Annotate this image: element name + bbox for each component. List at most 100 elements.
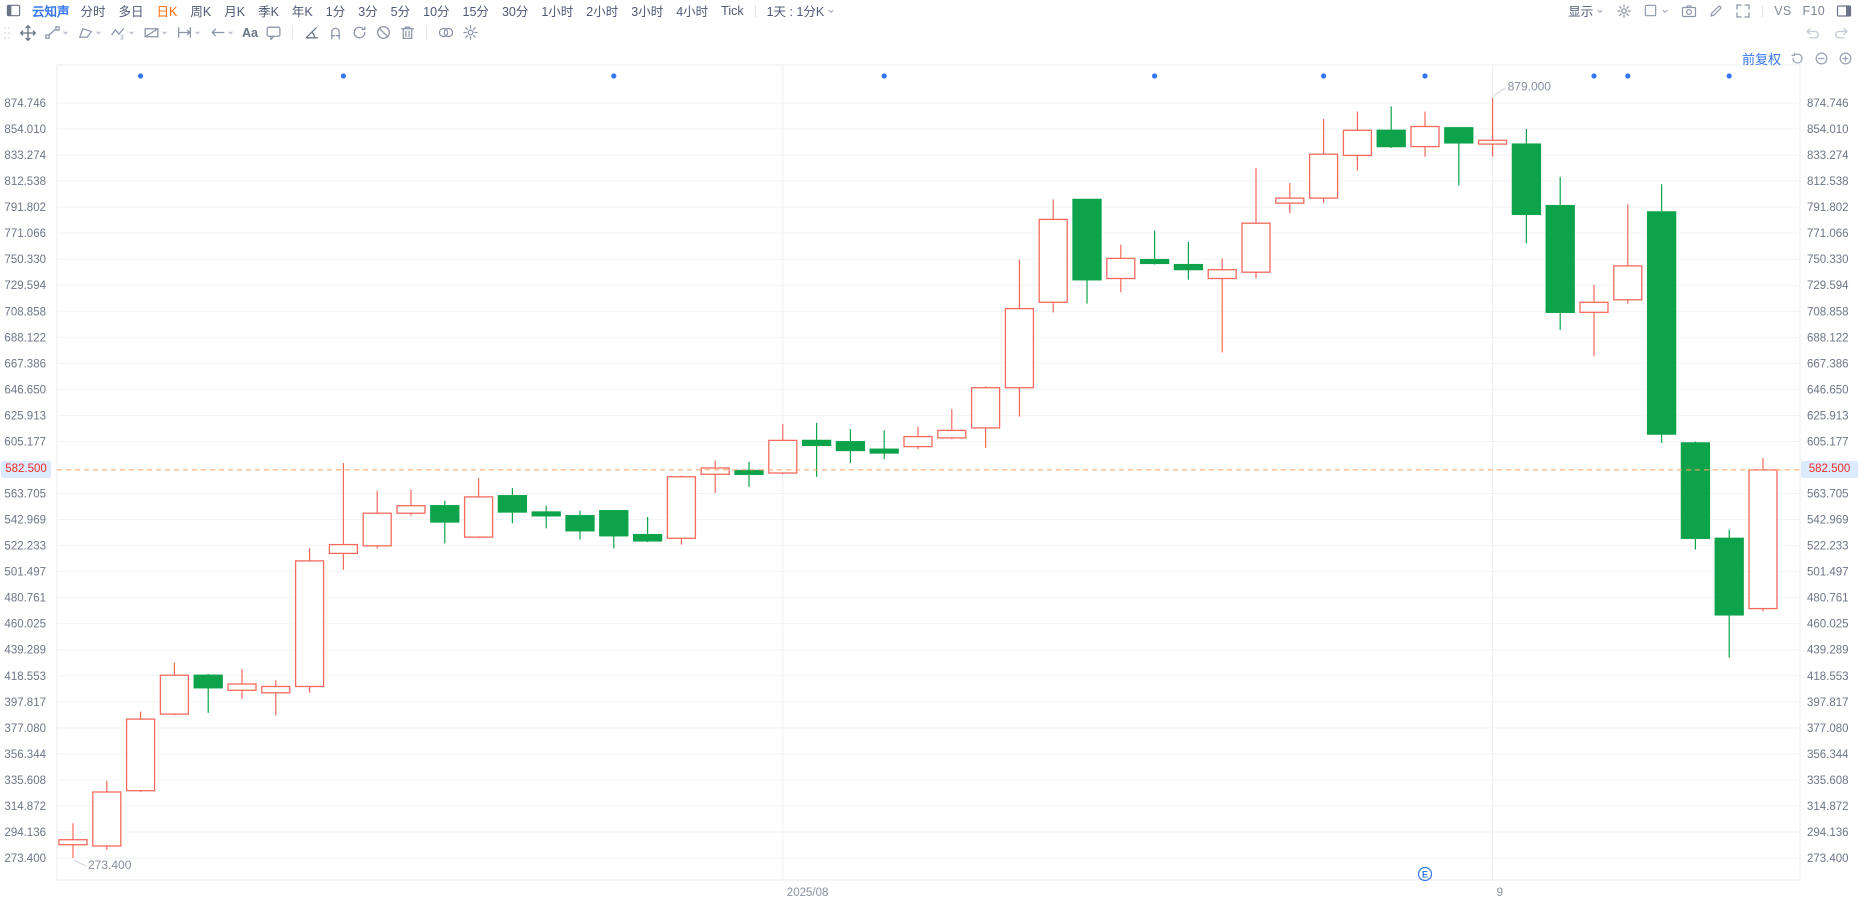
event-dot[interactable]: [1591, 73, 1597, 79]
candle-36: [1241, 168, 1271, 279]
display-dropdown[interactable]: 显示: [1568, 1, 1605, 20]
redo-icon[interactable]: [1833, 24, 1850, 41]
tab-5分[interactable]: 5分: [390, 5, 411, 19]
delete-drawings-tool[interactable]: [399, 24, 416, 41]
move-tool[interactable]: [19, 24, 37, 42]
trendline-tool[interactable]: [44, 24, 70, 41]
chevron-down-icon: [96, 31, 101, 35]
event-dot[interactable]: [1726, 73, 1732, 79]
price-axis-label-left: 854.010: [4, 124, 46, 136]
tab-多日[interactable]: 多日: [118, 5, 144, 19]
price-axis-label-right: 418.553: [1807, 671, 1849, 683]
divider: [291, 25, 293, 40]
chart-settings-gear-icon[interactable]: [1616, 3, 1632, 19]
candle-2: [92, 780, 122, 850]
annotation-connector: [1493, 87, 1506, 97]
candle-37: [1275, 183, 1305, 214]
price-axis-label-left: 335.608: [4, 775, 46, 787]
reset-zoom-icon[interactable]: [1790, 51, 1805, 66]
candle-body: [497, 495, 528, 513]
zoom-out-icon[interactable]: [1814, 51, 1829, 66]
chart-type-box-icon: [1645, 4, 1657, 17]
chart-type-dropdown[interactable]: [1643, 3, 1670, 18]
candle-body: [1139, 258, 1170, 265]
date-axis-label: 2025/08: [787, 887, 829, 899]
tab-10分[interactable]: 10分: [423, 5, 450, 19]
tab-年K[interactable]: 年K: [291, 5, 313, 19]
text-tool[interactable]: Aa: [242, 25, 258, 40]
candle-body: [1477, 139, 1508, 145]
measure-tool[interactable]: [176, 24, 202, 41]
window-layout-icon[interactable]: [6, 3, 21, 18]
event-dot[interactable]: [1152, 73, 1158, 79]
candle-17: [599, 510, 629, 549]
magnet-tool[interactable]: [327, 24, 344, 41]
candle-14: [497, 488, 528, 524]
price-axis-label-left: 708.858: [4, 306, 46, 318]
tab-15分[interactable]: 15分: [462, 5, 489, 19]
event-dot[interactable]: [881, 73, 887, 79]
tab-月K[interactable]: 月K: [224, 5, 246, 19]
vs-compare-button[interactable]: VS: [1774, 3, 1792, 18]
stock-name[interactable]: 云知声: [32, 5, 70, 19]
draw-pencil-icon[interactable]: [1708, 3, 1724, 19]
tab-3小时[interactable]: 3小时: [631, 5, 664, 19]
toolbar-settings-gear-icon[interactable]: [462, 24, 479, 41]
toolbar-drag-handle[interactable]: [2, 24, 12, 42]
fullscreen-icon[interactable]: [1735, 3, 1751, 19]
tab-季K[interactable]: 季K: [258, 5, 279, 19]
candle-body: [1072, 198, 1102, 281]
zoom-in-icon[interactable]: [1838, 51, 1853, 66]
candle-body: [1308, 153, 1339, 199]
tab-1小时[interactable]: 1小时: [541, 5, 574, 19]
candle-body: [227, 683, 257, 691]
candle-body: [396, 505, 426, 514]
event-dot[interactable]: [1422, 73, 1428, 79]
price-axis-label-left: 833.274: [4, 150, 46, 162]
event-dot[interactable]: [1625, 73, 1631, 79]
angle-tool[interactable]: [303, 24, 320, 41]
price-axis-label-right: 625.913: [1807, 410, 1849, 422]
arrow-tool[interactable]: [209, 24, 235, 41]
event-dot[interactable]: [340, 73, 346, 79]
price-axis-label-right: 397.817: [1807, 697, 1849, 709]
tab-2小时[interactable]: 2小时: [586, 5, 619, 19]
tab-1分[interactable]: 1分: [325, 5, 346, 19]
tab-30分[interactable]: 30分: [501, 5, 529, 19]
candlestick-plot[interactable]: 874.746 874.746 854.010 854.010 833.274 833.2…: [0, 46, 1860, 906]
candle-body: [1241, 222, 1271, 273]
price-axis-label-left: 771.066: [4, 228, 46, 240]
custom-period-dropdown[interactable]: 1天 : 1分K: [767, 1, 837, 20]
price-axis-label-right: 750.330: [1807, 254, 1849, 266]
tab-4小时[interactable]: 4小时: [676, 5, 709, 19]
event-dot[interactable]: [1321, 73, 1327, 79]
tab-日K[interactable]: 日K: [156, 5, 178, 19]
polygon-tool[interactable]: [77, 24, 103, 41]
candle-31: [1072, 198, 1102, 304]
event-dot[interactable]: [611, 73, 617, 79]
candle-body: [328, 543, 359, 555]
tab-分时[interactable]: 分时: [80, 5, 106, 19]
undo-icon[interactable]: [1804, 24, 1821, 41]
custom-period-label: 1天 : 1分K: [766, 5, 825, 19]
price-axis-label-right: 812.538: [1807, 176, 1849, 188]
tab-3分[interactable]: 3分: [358, 5, 378, 19]
wave-tool[interactable]: 3: [110, 24, 136, 41]
compare-overlay-tool[interactable]: [437, 24, 455, 41]
price-axis-label-left: 542.969: [4, 515, 46, 527]
price-axis-label-right: 501.497: [1807, 567, 1849, 579]
announcement-marker-circle[interactable]: [1417, 866, 1433, 882]
tab-周K[interactable]: 周K: [190, 5, 212, 19]
pattern-rect-tool[interactable]: [143, 24, 169, 41]
continuous-draw-tool[interactable]: [351, 24, 368, 41]
adjust-mode-button[interactable]: 前复权: [1741, 52, 1781, 67]
tab-Tick[interactable]: Tick: [721, 3, 744, 18]
comment-tool[interactable]: [265, 24, 282, 41]
f10-info-button[interactable]: F10: [1802, 3, 1825, 18]
event-dot[interactable]: [138, 73, 144, 79]
screenshot-camera-icon[interactable]: [1681, 3, 1697, 19]
right-panel-toggle-icon[interactable]: [1836, 3, 1852, 19]
candle-body: [362, 512, 392, 547]
hide-drawings-tool[interactable]: [375, 24, 392, 41]
